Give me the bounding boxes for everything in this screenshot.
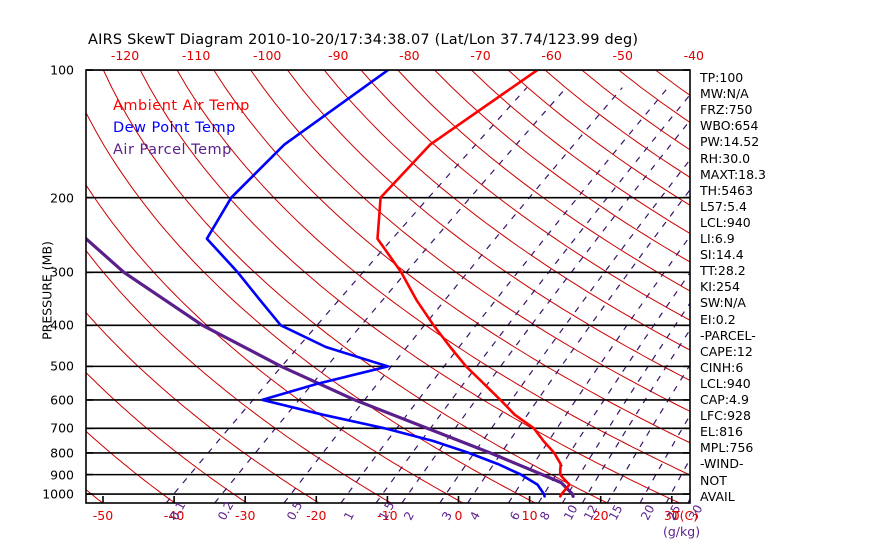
temp-top-tick: -40 (683, 48, 705, 63)
temp-top-tick: -60 (541, 48, 562, 63)
panel-index: TH:5463 (700, 182, 754, 198)
panel-index: SI:14.4 (700, 247, 744, 263)
panel-index: LCL:940 (700, 375, 751, 391)
panel-index: EI:0.2 (700, 311, 736, 327)
temp-bottom-tick: 0 (454, 508, 463, 523)
temp-top-tick: -90 (328, 48, 349, 63)
temp-bottom-tick: -40 (163, 508, 185, 523)
panel-index: -PARCEL- (700, 327, 756, 343)
pressure-tick: 600 (50, 392, 74, 408)
panel-index: PW:14.52 (700, 134, 760, 150)
panel-index: CAPE:12 (700, 343, 753, 359)
legend-item: Air Parcel Temp (113, 142, 232, 158)
temp-bottom-tick: 20 (592, 508, 609, 523)
panel-index: MW:N/A (700, 86, 749, 102)
temp-top-tick: -80 (399, 48, 420, 63)
panel-index: SW:N/A (700, 295, 746, 311)
legend-item: Ambient Air Temp (113, 98, 250, 114)
panel-index: CAP:4.9 (700, 392, 749, 407)
pressure-tick: 300 (50, 264, 74, 280)
temp-top-tick: -70 (470, 48, 491, 63)
temp-bottom-tick: -20 (306, 508, 327, 523)
page-title: AIRS SkewT Diagram 2010-10-20/17:34:38.0… (88, 32, 639, 48)
panel-index: -WIND- (700, 456, 744, 472)
panel-index: LCL:940 (700, 214, 751, 230)
pressure-tick: 400 (50, 317, 74, 333)
panel-index: TT:28.2 (700, 263, 746, 279)
panel-index: LI:6.9 (700, 231, 735, 246)
panel-index: NOT (700, 472, 727, 488)
panel-index: L57:5.4 (700, 198, 747, 214)
panel-index: TP:100 (700, 70, 744, 85)
panel-index: KI:254 (700, 279, 740, 295)
pressure-tick: 800 (50, 445, 74, 461)
panel-index: FRZ:750 (700, 102, 753, 118)
pressure-tick: 700 (50, 420, 74, 436)
legend-item: Dew Point Temp (113, 120, 236, 136)
pressure-tick: 900 (50, 467, 74, 483)
panel-index: MAXT:18.3 (700, 166, 766, 182)
pressure-tick: 200 (50, 190, 74, 206)
temperature-axis-label: T(C) (672, 508, 699, 523)
mixing-ratio-axis-label: (g/kg) (663, 524, 701, 539)
temp-top-tick: -120 (110, 48, 140, 63)
temp-bottom-tick: 30 (663, 508, 680, 523)
pressure-tick: 100 (50, 62, 74, 78)
temp-bottom-tick: -50 (92, 508, 114, 523)
temp-bottom-tick: -10 (377, 508, 398, 523)
panel-index: MPL:756 (700, 440, 754, 456)
panel-index: AVAIL (700, 488, 735, 504)
temp-top-tick: -50 (612, 48, 633, 63)
temp-bottom-tick: -30 (234, 508, 256, 523)
temp-top-tick: -100 (253, 48, 282, 63)
pressure-tick: 1000 (42, 486, 74, 502)
panel-index: EL:816 (700, 424, 743, 440)
temp-top-tick: -110 (181, 48, 211, 63)
panel-index: WBO:654 (700, 118, 759, 134)
temp-bottom-tick: 10 (521, 508, 538, 523)
pressure-tick: 500 (50, 358, 74, 374)
panel-index: CINH:6 (700, 359, 744, 375)
panel-index: RH:30.0 (700, 150, 751, 166)
panel-index: LFC:928 (700, 408, 751, 424)
